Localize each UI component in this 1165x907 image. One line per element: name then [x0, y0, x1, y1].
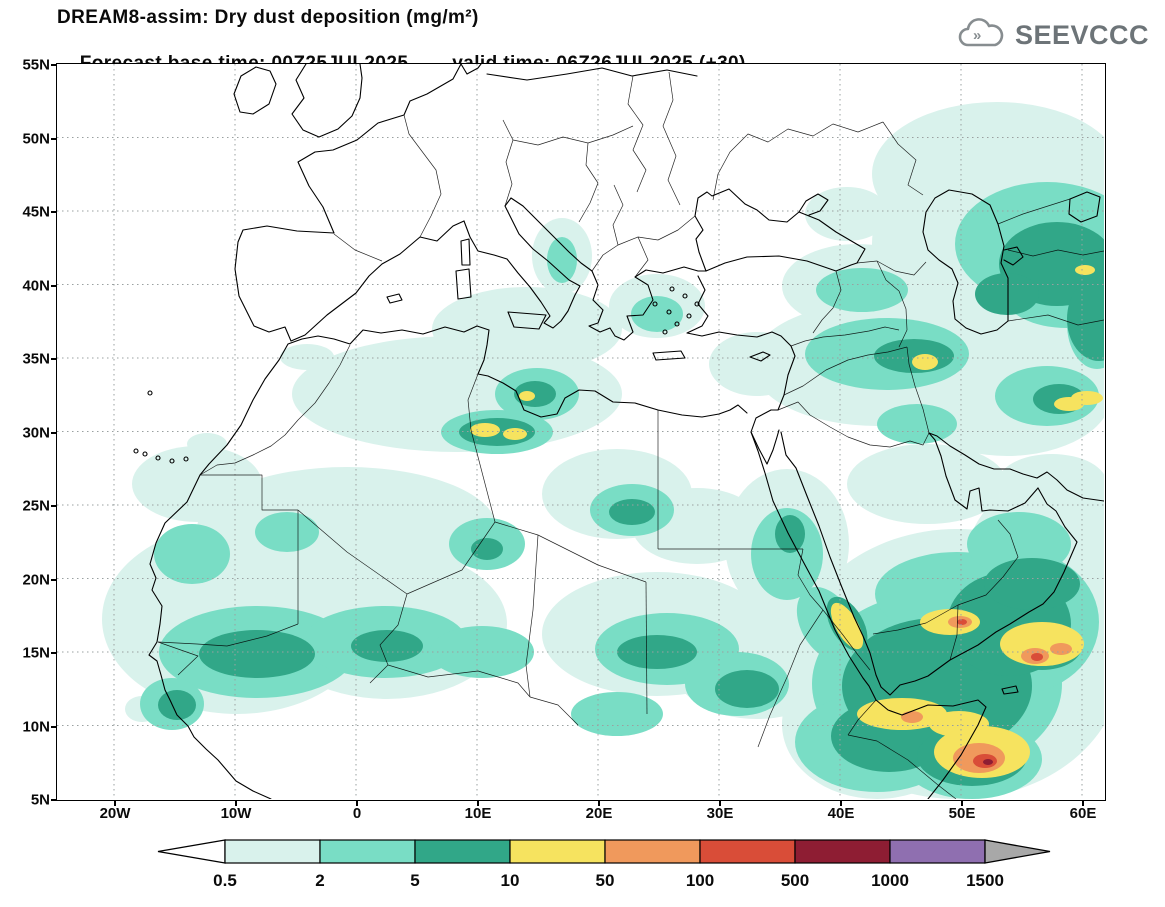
- y-tick-label: 15N: [22, 644, 50, 662]
- x-tick-label: 0: [352, 805, 362, 822]
- colorbar-segment: [794, 839, 891, 864]
- dust-fill-500-1000: [983, 759, 993, 765]
- colorbar-canvas: 0.5 2 5 10 50 100 500 1000 1500: [157, 839, 1051, 890]
- colorbar-segment: [509, 839, 606, 864]
- y-tick-label: 20N: [22, 571, 50, 588]
- y-tick-mark: [51, 358, 56, 360]
- y-tick-label: 50N: [22, 130, 50, 147]
- y-tick-mark: [51, 505, 56, 507]
- y-tick-mark: [51, 137, 56, 140]
- country-borders: [157, 71, 1104, 799]
- y-tick-mark: [51, 725, 56, 728]
- x-tick-mark: [235, 801, 237, 806]
- svg-text:»: »: [973, 27, 981, 44]
- x-tick-label: 50E: [948, 805, 976, 822]
- colorbar-segment: [604, 839, 701, 864]
- y-tick-label: 5N: [30, 791, 50, 809]
- colorbar-level-label: 1000: [871, 871, 909, 890]
- x-tick-mark: [840, 801, 842, 806]
- colorbar-level-label: 10: [501, 871, 520, 890]
- colorbar-segment: [319, 839, 416, 864]
- colorbar-level-label: 100: [686, 871, 714, 890]
- x-tick-label: 60E: [1069, 805, 1097, 822]
- y-tick-mark: [51, 284, 56, 287]
- y-tick-label: 30N: [22, 424, 50, 441]
- seevccc-logo: » SEEVCCC: [956, 18, 1149, 52]
- y-tick-mark: [51, 652, 56, 654]
- colorbar-level-label: 5: [410, 871, 419, 890]
- colorbar-segment: [414, 839, 511, 864]
- page-title: DREAM8-assim: Dry dust deposition (mg/m²…: [57, 7, 479, 28]
- x-tick-label: 40E: [827, 805, 855, 822]
- colorbar-level-label: 0.5: [213, 871, 237, 890]
- colorbar-level-label: 2: [315, 871, 324, 890]
- y-tick-label: 40N: [22, 277, 50, 294]
- colorbar-level-label: 1500: [966, 871, 1004, 890]
- x-tick-label: 30E: [706, 805, 734, 822]
- x-tick-mark: [356, 801, 358, 806]
- y-tick-mark: [51, 578, 56, 581]
- x-tick-mark: [598, 801, 600, 806]
- map-canvas: [57, 64, 1104, 799]
- x-tick-label: 20E: [585, 805, 613, 822]
- y-tick-mark: [51, 431, 56, 434]
- y-tick-label: 10N: [22, 718, 50, 735]
- colorbar-level-label: 500: [781, 871, 809, 890]
- x-tick-mark: [961, 801, 963, 806]
- colorbar-arrow: [984, 839, 1051, 864]
- colorbar-segment: [224, 839, 321, 864]
- x-tick-mark: [719, 801, 721, 806]
- x-tick-label: 10E: [464, 805, 492, 822]
- colorbar-segment: [889, 839, 986, 864]
- y-tick-label: 35N: [22, 350, 50, 368]
- y-tick-mark: [51, 799, 56, 801]
- colorbar-arrow: [157, 839, 226, 864]
- map-frame: [56, 63, 1106, 801]
- x-tick-mark: [477, 801, 479, 806]
- x-tick-mark: [114, 801, 116, 806]
- y-tick-mark: [51, 64, 56, 66]
- colorbar-level-label: 50: [596, 871, 615, 890]
- colorbar-segment: [699, 839, 796, 864]
- y-tick-mark: [51, 211, 56, 213]
- coastlines: [133, 64, 1104, 799]
- logo-text: SEEVCCC: [1014, 19, 1149, 50]
- x-tick-label: 10W: [220, 805, 252, 822]
- colorbar-legend: 0.5 2 5 10 50 100 500 1000 1500: [150, 834, 1100, 899]
- x-tick-label: 20W: [99, 805, 131, 822]
- y-tick-label: 55N: [22, 56, 50, 74]
- y-tick-label: 25N: [22, 497, 50, 515]
- x-tick-mark: [1082, 801, 1084, 806]
- y-tick-label: 45N: [22, 203, 50, 221]
- cloud-icon: »: [958, 18, 1004, 47]
